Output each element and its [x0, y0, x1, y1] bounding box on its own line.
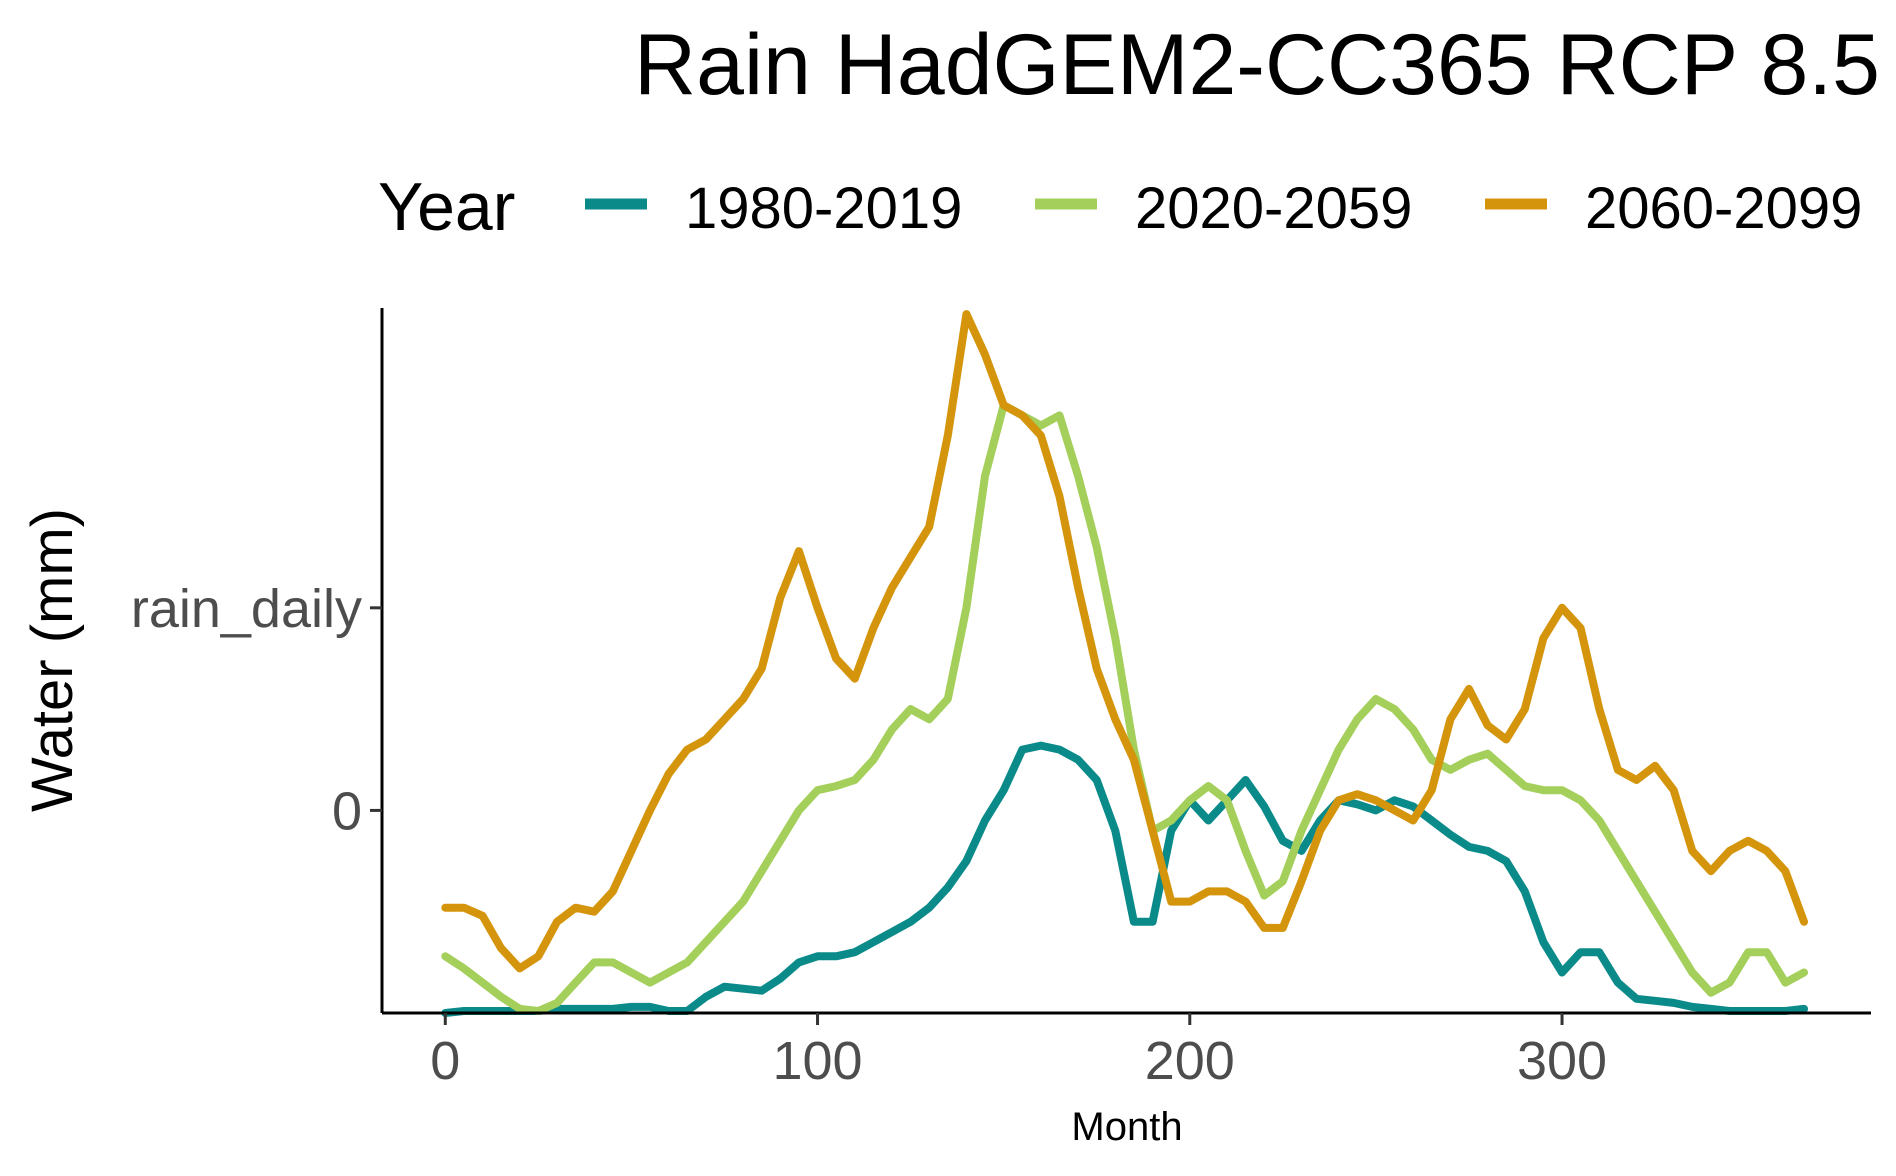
x-tick-label-0: 0	[430, 1031, 460, 1091]
legend-label-2060-2099: 2060-2099	[1585, 176, 1862, 241]
legend-label-2020-2059: 2020-2059	[1135, 176, 1412, 241]
chart-title: Rain HadGEM2-CC365 RCP 8.5	[634, 17, 1880, 113]
y-tick-label-0: 0	[332, 781, 362, 841]
y-axis-label: Water (mm)	[20, 508, 85, 812]
x-axis-label: Month	[1071, 1105, 1182, 1149]
y-tick-label-rain_daily: rain_daily	[131, 579, 362, 639]
legend-label-1980-2019: 1980-2019	[685, 176, 962, 241]
x-tick-label-200: 200	[1145, 1031, 1235, 1091]
legend: Year 1980-2019 2020-2059 2060-2099	[378, 169, 1862, 245]
series-line-1980-2019	[441, 741, 1808, 1017]
axis-ticks: 0 100 200 300 0 rain_daily	[131, 579, 1607, 1091]
x-tick-label-300: 300	[1517, 1031, 1607, 1091]
series-line-2060-2099	[441, 310, 1808, 973]
x-tick-label-100: 100	[772, 1031, 862, 1091]
plot-area	[441, 310, 1808, 1017]
series-line-2020-2059	[441, 401, 1808, 1015]
legend-title: Year	[378, 169, 515, 245]
